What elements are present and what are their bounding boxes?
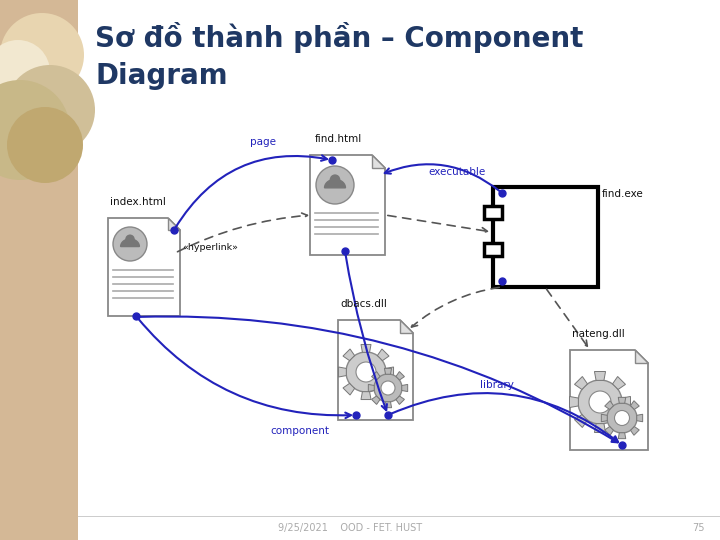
Text: index.html: index.html bbox=[110, 197, 166, 207]
Text: dbacs.dll: dbacs.dll bbox=[340, 299, 387, 309]
Circle shape bbox=[578, 380, 622, 424]
Polygon shape bbox=[343, 383, 355, 395]
Polygon shape bbox=[343, 349, 355, 361]
Polygon shape bbox=[613, 376, 626, 389]
Circle shape bbox=[5, 65, 95, 155]
Polygon shape bbox=[595, 424, 606, 433]
Polygon shape bbox=[377, 383, 389, 395]
Circle shape bbox=[125, 234, 135, 244]
Circle shape bbox=[614, 410, 629, 426]
Text: executable: executable bbox=[428, 167, 485, 177]
Polygon shape bbox=[384, 368, 392, 374]
Circle shape bbox=[316, 166, 354, 204]
Circle shape bbox=[0, 40, 50, 104]
Polygon shape bbox=[575, 376, 588, 389]
Text: 9/25/2021    OOD - FET. HUST: 9/25/2021 OOD - FET. HUST bbox=[278, 523, 422, 533]
Circle shape bbox=[0, 13, 84, 97]
Polygon shape bbox=[384, 402, 392, 408]
Polygon shape bbox=[121, 239, 140, 247]
Circle shape bbox=[607, 403, 637, 433]
Polygon shape bbox=[168, 218, 180, 230]
Bar bbox=[484, 242, 502, 255]
Text: nateng.dll: nateng.dll bbox=[572, 329, 625, 339]
Polygon shape bbox=[570, 350, 648, 450]
Polygon shape bbox=[618, 397, 626, 403]
Polygon shape bbox=[108, 218, 180, 316]
Polygon shape bbox=[400, 320, 413, 333]
Text: Diagram: Diagram bbox=[95, 62, 228, 90]
Polygon shape bbox=[338, 367, 346, 377]
Text: page: page bbox=[250, 137, 276, 147]
Polygon shape bbox=[635, 350, 648, 363]
Polygon shape bbox=[369, 384, 374, 391]
Polygon shape bbox=[377, 349, 389, 361]
Polygon shape bbox=[636, 414, 643, 422]
Text: 75: 75 bbox=[692, 523, 704, 533]
Polygon shape bbox=[386, 367, 394, 377]
Polygon shape bbox=[631, 401, 639, 409]
Circle shape bbox=[381, 381, 395, 395]
Circle shape bbox=[374, 374, 402, 402]
Polygon shape bbox=[621, 396, 631, 408]
Polygon shape bbox=[372, 155, 385, 168]
Text: component: component bbox=[270, 426, 329, 436]
Text: Sơ đồ thành phần – Component: Sơ đồ thành phần – Component bbox=[95, 22, 583, 53]
Polygon shape bbox=[595, 372, 606, 380]
Polygon shape bbox=[372, 372, 380, 380]
Polygon shape bbox=[601, 414, 607, 422]
Bar bbox=[0, 0, 78, 540]
Circle shape bbox=[346, 352, 386, 392]
Circle shape bbox=[356, 362, 376, 382]
Polygon shape bbox=[361, 392, 371, 400]
Polygon shape bbox=[618, 433, 626, 438]
Polygon shape bbox=[631, 427, 639, 435]
Polygon shape bbox=[396, 396, 405, 404]
Circle shape bbox=[7, 107, 83, 183]
Bar bbox=[493, 187, 598, 287]
Text: find.exe: find.exe bbox=[602, 189, 644, 199]
Text: «hyperlink»: «hyperlink» bbox=[182, 243, 238, 252]
Polygon shape bbox=[325, 179, 346, 188]
Circle shape bbox=[113, 227, 147, 261]
Bar bbox=[484, 206, 502, 219]
Circle shape bbox=[0, 80, 70, 180]
Circle shape bbox=[330, 174, 341, 185]
Polygon shape bbox=[613, 415, 626, 428]
Polygon shape bbox=[338, 320, 413, 420]
Circle shape bbox=[589, 391, 611, 413]
Polygon shape bbox=[310, 155, 385, 255]
Text: find.html: find.html bbox=[315, 134, 362, 144]
Polygon shape bbox=[361, 345, 371, 352]
Polygon shape bbox=[605, 427, 613, 435]
Polygon shape bbox=[570, 396, 578, 408]
Text: library: library bbox=[480, 380, 514, 390]
Polygon shape bbox=[402, 384, 408, 391]
Bar bbox=[78, 0, 720, 540]
Polygon shape bbox=[605, 401, 613, 409]
Polygon shape bbox=[396, 372, 405, 380]
Polygon shape bbox=[575, 415, 588, 428]
Polygon shape bbox=[372, 396, 380, 404]
